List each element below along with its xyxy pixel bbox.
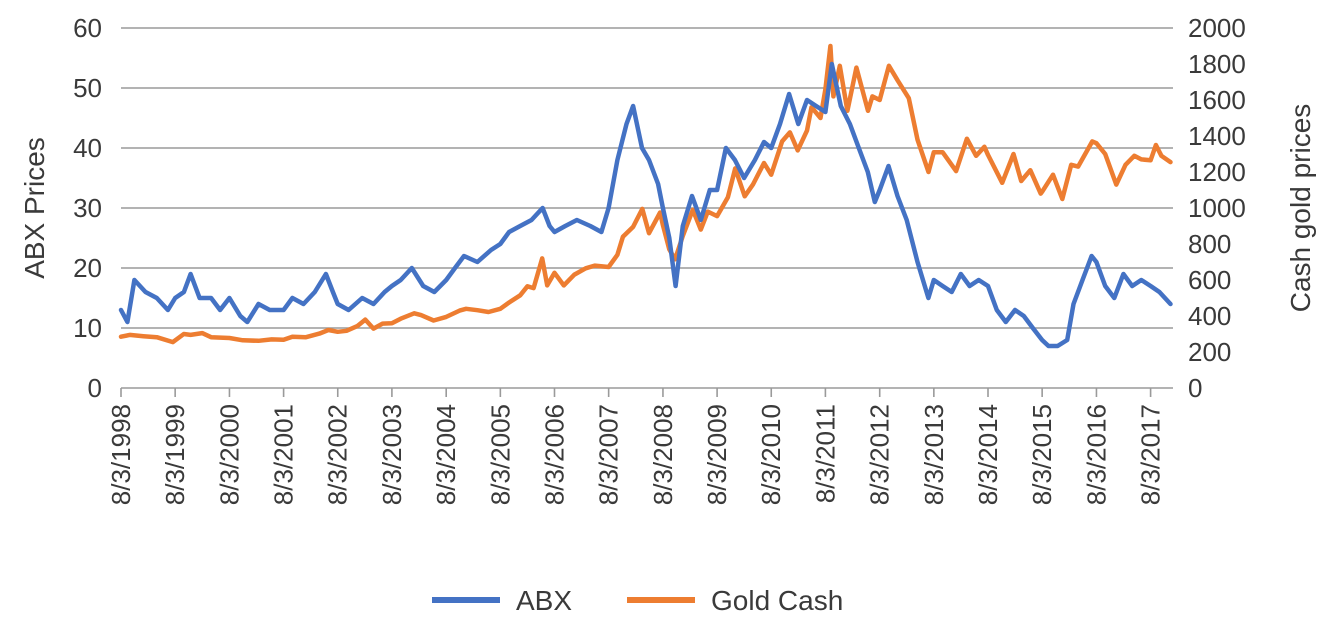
- x-tick-label: 8/3/2005: [485, 404, 515, 505]
- series-line-gold-cash: [118, 43, 1173, 345]
- x-tick-label: 8/3/2016: [1081, 404, 1111, 505]
- right-tick-label: 2000: [1188, 13, 1246, 43]
- right-tick-label: 1600: [1188, 85, 1246, 115]
- x-tick-label: 8/3/2012: [865, 404, 895, 505]
- right-tick-label: 0: [1188, 373, 1202, 403]
- right-tick-label: 1200: [1188, 157, 1246, 187]
- left-tick-label: 40: [73, 133, 102, 163]
- x-tick-label: 8/3/2014: [973, 404, 1003, 505]
- series-line-abx: [118, 61, 1173, 349]
- right-tick-label: 600: [1188, 265, 1231, 295]
- left-tick-label: 50: [73, 73, 102, 103]
- left-tick-label: 60: [73, 13, 102, 43]
- x-tick-label: 8/3/2015: [1027, 404, 1057, 505]
- right-axis-title: Cash gold prices: [1285, 104, 1316, 313]
- x-tick-label: 8/3/2006: [539, 404, 569, 505]
- left-tick-label: 0: [88, 373, 102, 403]
- x-tick-label: 8/3/2004: [431, 404, 461, 505]
- x-tick-label: 8/3/1998: [106, 404, 136, 505]
- x-tick-label: 8/3/2011: [810, 404, 840, 503]
- right-tick-label: 800: [1188, 229, 1231, 259]
- right-tick-label: 1000: [1188, 193, 1246, 223]
- series-layer: [118, 43, 1173, 349]
- left-tick-label: 10: [73, 313, 102, 343]
- right-axis-ticks: 0 200 400 600 800 1000 1200 1400 1600 1800 2000: [1188, 13, 1246, 403]
- x-tick-label: 8/3/2007: [594, 404, 624, 505]
- left-tick-label: 30: [73, 193, 102, 223]
- legend-label-abx: ABX: [516, 585, 572, 616]
- left-axis-title: ABX Prices: [19, 137, 50, 279]
- right-tick-label: 400: [1188, 301, 1231, 331]
- right-tick-label: 200: [1188, 337, 1231, 367]
- gridlines: [121, 27, 1173, 389]
- x-tick-label: 8/3/2008: [648, 404, 678, 505]
- x-tick-label: 8/3/2000: [214, 404, 244, 505]
- left-tick-label: 20: [73, 253, 102, 283]
- legend: ABX Gold Cash: [432, 585, 843, 616]
- x-tick-label: 8/3/1999: [160, 404, 190, 505]
- legend-label-gold-cash: Gold Cash: [711, 585, 843, 616]
- left-axis-ticks: 0 10 20 30 40 50 60: [73, 13, 102, 403]
- x-axis-ticks: 8/3/1998 8/3/1999 8/3/2000 8/3/2001 8/3/2002…: [106, 388, 1166, 505]
- x-tick-label: 8/3/2002: [323, 404, 353, 505]
- x-tick-label: 8/3/2010: [756, 404, 786, 505]
- x-tick-label: 8/3/2013: [919, 404, 949, 505]
- x-tick-label: 8/3/2009: [702, 404, 732, 505]
- x-tick-label: 8/3/2001: [269, 404, 299, 505]
- x-tick-label: 8/3/2017: [1136, 404, 1166, 505]
- right-tick-label: 1800: [1188, 49, 1246, 79]
- right-tick-label: 1400: [1188, 121, 1246, 151]
- x-tick-label: 8/3/2003: [377, 404, 407, 505]
